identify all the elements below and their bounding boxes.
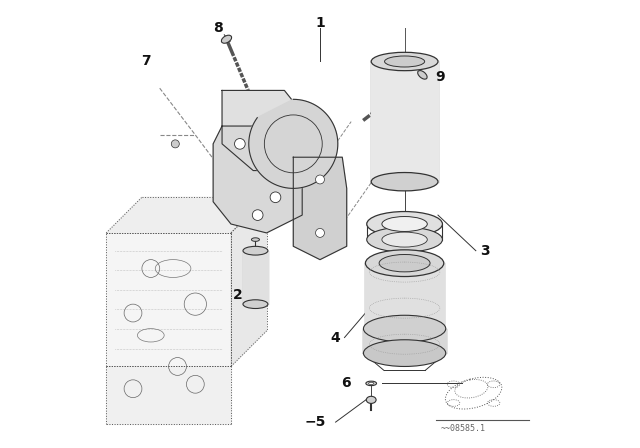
Text: ~~08585.1: ~~08585.1 [440, 424, 485, 433]
Circle shape [172, 140, 179, 148]
Text: 6: 6 [341, 376, 351, 390]
Ellipse shape [382, 232, 428, 247]
Text: 1: 1 [315, 16, 325, 30]
Ellipse shape [371, 52, 438, 71]
Polygon shape [106, 366, 231, 424]
Circle shape [252, 210, 263, 220]
Ellipse shape [243, 300, 268, 309]
Text: 2: 2 [233, 288, 243, 302]
Ellipse shape [385, 56, 424, 67]
Ellipse shape [365, 250, 444, 276]
Text: 7: 7 [141, 55, 151, 69]
Ellipse shape [418, 70, 427, 79]
Polygon shape [371, 61, 438, 182]
Circle shape [316, 228, 324, 237]
Polygon shape [249, 99, 338, 188]
Text: 3: 3 [480, 244, 490, 258]
Polygon shape [243, 251, 268, 304]
Ellipse shape [243, 246, 268, 255]
Text: 8: 8 [212, 21, 223, 35]
Circle shape [270, 192, 281, 202]
Ellipse shape [382, 216, 428, 232]
Circle shape [234, 138, 245, 149]
Polygon shape [231, 197, 267, 366]
Ellipse shape [371, 172, 438, 191]
Circle shape [316, 175, 324, 184]
Ellipse shape [364, 315, 445, 342]
Polygon shape [364, 329, 445, 353]
Text: 9: 9 [435, 70, 445, 84]
Text: −5: −5 [305, 415, 326, 429]
Ellipse shape [379, 254, 430, 272]
Polygon shape [222, 90, 302, 171]
Polygon shape [106, 233, 231, 366]
Ellipse shape [252, 238, 259, 241]
Ellipse shape [364, 340, 445, 366]
Ellipse shape [367, 227, 442, 252]
Ellipse shape [221, 35, 232, 43]
Ellipse shape [366, 396, 376, 404]
Polygon shape [365, 263, 444, 353]
Text: 4: 4 [331, 331, 340, 345]
Polygon shape [213, 126, 302, 233]
Polygon shape [106, 197, 267, 233]
Ellipse shape [369, 382, 374, 384]
Ellipse shape [366, 381, 376, 386]
Polygon shape [293, 157, 347, 260]
Ellipse shape [367, 211, 442, 237]
